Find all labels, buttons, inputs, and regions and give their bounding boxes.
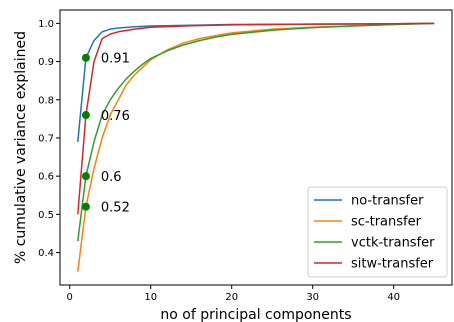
marker-point [81, 202, 90, 211]
x-tick-label: 20 [225, 292, 238, 303]
series-layer [77, 22, 435, 272]
marker-annotation: 0.6 [101, 170, 122, 185]
legend-label-sitw-transfer: sitw-transfer [351, 257, 434, 272]
legend-label-no-transfer: no-transfer [351, 194, 424, 209]
x-tick-label: 30 [306, 292, 319, 303]
plot-frame [59, 9, 453, 286]
series-line-vctk-transfer [77, 22, 435, 242]
y-tick-label: 0.4 [38, 248, 54, 259]
y-axis: 0.4 0.5 0.6 0.7 0.8 0.9 1.0 [38, 19, 60, 259]
y-tick-label: 1.0 [38, 19, 54, 30]
legend: no-transfer sc-transfer vctk-transfer sitw-… [307, 186, 448, 278]
y-tick-label: 0.9 [38, 57, 54, 68]
marker-annotation: 0.91 [101, 52, 130, 67]
marker-layer: 0.91 0.76 0.6 0.52 [81, 52, 130, 216]
x-tick-label: 10 [144, 292, 157, 303]
legend-label-vctk-transfer: vctk-transfer [351, 236, 435, 251]
legend-label-sc-transfer: sc-transfer [351, 215, 422, 230]
x-axis-label: no of principal components [160, 307, 351, 322]
series-line-sitw-transfer [77, 22, 435, 215]
legend-box [307, 186, 448, 278]
y-tick-label: 0.7 [38, 133, 54, 144]
y-tick-label: 0.8 [38, 95, 54, 106]
marker-annotation: 0.76 [101, 109, 130, 124]
marker-point [81, 111, 90, 120]
marker-annotation: 0.52 [101, 201, 130, 216]
marker-point [81, 172, 90, 181]
marker-point [81, 53, 90, 62]
x-tick-label: 40 [387, 292, 400, 303]
x-tick-label: 0 [67, 292, 73, 303]
y-axis-label: % cumulative variance explained [13, 31, 29, 264]
x-axis: 0 10 20 30 40 [67, 285, 400, 303]
y-tick-label: 0.5 [38, 210, 54, 221]
y-tick-label: 0.6 [38, 172, 54, 183]
